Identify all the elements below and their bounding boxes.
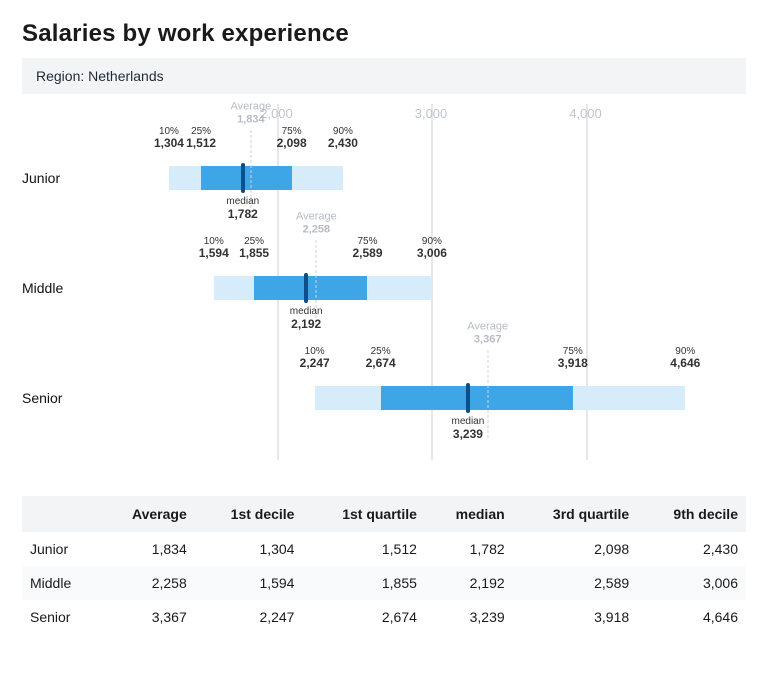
table-cell: Senior bbox=[22, 600, 99, 634]
p10-label: 10%2,247 bbox=[300, 346, 330, 370]
table-cell: 2,674 bbox=[302, 600, 424, 634]
table-cell: 3,006 bbox=[637, 566, 746, 600]
table-cell: 2,430 bbox=[637, 532, 746, 566]
table-cell: Middle bbox=[22, 566, 99, 600]
page-title: Salaries by work experience bbox=[22, 20, 746, 48]
grid-label: 3,000 bbox=[415, 106, 448, 121]
table-col-header: 3rd quartile bbox=[513, 496, 638, 532]
box-whisker: Average2,25810%1,59425%1,85575%2,58990%3… bbox=[214, 276, 432, 300]
median-mark bbox=[241, 163, 245, 193]
p25-label: 25%2,674 bbox=[366, 346, 396, 370]
table-col-header: median bbox=[425, 496, 513, 532]
series-label: Junior bbox=[22, 170, 60, 186]
table-cell: 1,594 bbox=[195, 566, 303, 600]
table-col-header: Average bbox=[99, 496, 194, 532]
table-cell: 1,782 bbox=[425, 532, 513, 566]
median-label: median2,192 bbox=[290, 306, 323, 331]
table-cell: 2,589 bbox=[513, 566, 638, 600]
p90-label: 90%2,430 bbox=[328, 126, 358, 150]
p75-label: 75%2,098 bbox=[277, 126, 307, 150]
p10-label: 10%1,304 bbox=[154, 126, 184, 150]
table-col-header bbox=[22, 496, 99, 532]
average-label: Average1,834 bbox=[230, 101, 271, 126]
average-line bbox=[487, 350, 488, 438]
average-label: Average3,367 bbox=[467, 321, 508, 346]
median-mark bbox=[304, 273, 308, 303]
summary-table: Average1st decile1st quartilemedian3rd q… bbox=[22, 496, 746, 634]
p25-label: 25%1,512 bbox=[186, 126, 216, 150]
table-cell: 2,192 bbox=[425, 566, 513, 600]
table-cell: 2,247 bbox=[195, 600, 303, 634]
series-label: Senior bbox=[22, 390, 62, 406]
table-cell: Junior bbox=[22, 532, 99, 566]
p75-label: 75%2,589 bbox=[352, 236, 382, 260]
table-cell: 4,646 bbox=[637, 600, 746, 634]
table-cell: 1,512 bbox=[302, 532, 424, 566]
grid-label: 4,000 bbox=[569, 106, 602, 121]
table-cell: 1,855 bbox=[302, 566, 424, 600]
table-body: Junior1,8341,3041,5121,7822,0982,430Midd… bbox=[22, 532, 746, 634]
table-cell: 2,098 bbox=[513, 532, 638, 566]
table-col-header: 9th decile bbox=[637, 496, 746, 532]
p90-label: 90%3,006 bbox=[417, 236, 447, 260]
salary-boxplot-chart: 2,0003,0004,000JuniorAverage1,83410%1,30… bbox=[22, 104, 746, 484]
median-label: median3,239 bbox=[452, 416, 485, 441]
table-cell: 3,239 bbox=[425, 600, 513, 634]
series-label: Middle bbox=[22, 280, 63, 296]
table-col-header: 1st quartile bbox=[302, 496, 424, 532]
box-whisker: Average1,83410%1,30425%1,51275%2,09890%2… bbox=[169, 166, 343, 190]
table-col-header: 1st decile bbox=[195, 496, 303, 532]
table-cell: 2,258 bbox=[99, 566, 194, 600]
region-banner: Region: Netherlands bbox=[22, 58, 746, 94]
table-row: Senior3,3672,2472,6743,2393,9184,646 bbox=[22, 600, 746, 634]
table-row: Junior1,8341,3041,5121,7822,0982,430 bbox=[22, 532, 746, 566]
box-iqr bbox=[254, 276, 367, 300]
table-cell: 3,367 bbox=[99, 600, 194, 634]
box-whisker: Average3,36710%2,24725%2,67475%3,91890%4… bbox=[315, 386, 686, 410]
p10-label: 10%1,594 bbox=[199, 236, 229, 260]
p25-label: 25%1,855 bbox=[239, 236, 269, 260]
median-mark bbox=[466, 383, 470, 413]
table-cell: 3,918 bbox=[513, 600, 638, 634]
box-iqr bbox=[381, 386, 573, 410]
table-row: Middle2,2581,5941,8552,1922,5893,006 bbox=[22, 566, 746, 600]
median-label: median1,782 bbox=[226, 196, 259, 221]
p75-label: 75%3,918 bbox=[558, 346, 588, 370]
average-label: Average2,258 bbox=[296, 211, 337, 236]
table-cell: 1,304 bbox=[195, 532, 303, 566]
table-cell: 1,834 bbox=[99, 532, 194, 566]
box-iqr bbox=[201, 166, 292, 190]
table-header-row: Average1st decile1st quartilemedian3rd q… bbox=[22, 496, 746, 532]
p90-label: 90%4,646 bbox=[670, 346, 700, 370]
